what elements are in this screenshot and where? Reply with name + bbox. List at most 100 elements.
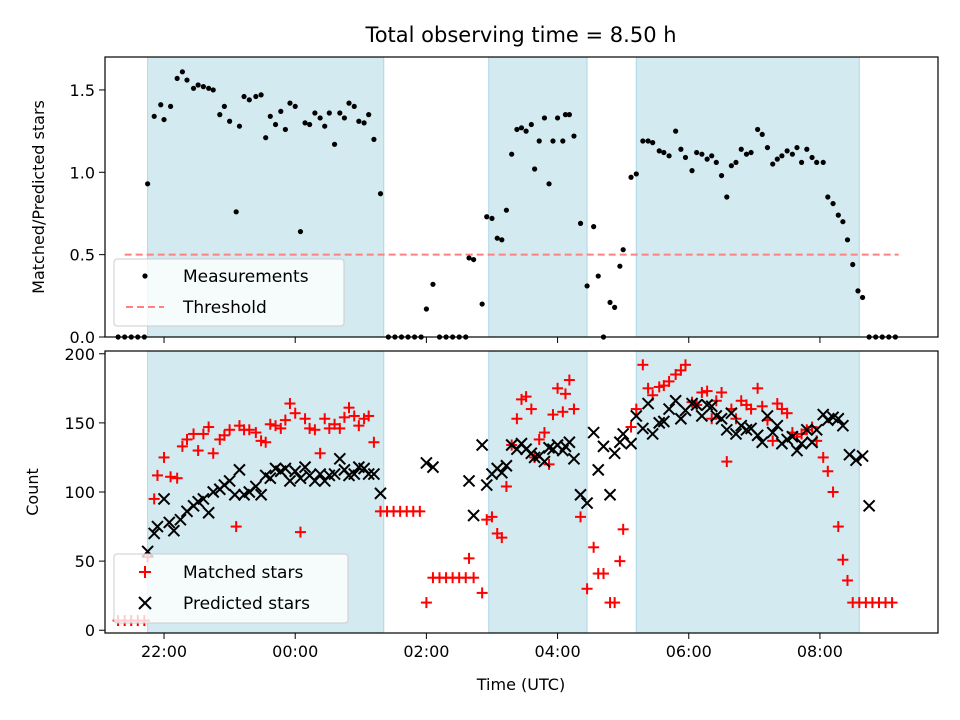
predicted-point [761, 409, 774, 423]
bottom-x-ticks: 22:00 00:00 02:00 04:00 06:00 08:00 [141, 633, 843, 661]
predicted-point-b [729, 427, 743, 441]
predicted-point-b [420, 456, 433, 470]
matched-point [771, 398, 783, 410]
measurement-point [484, 214, 490, 220]
predicted-point [715, 412, 728, 425]
measurement-point [566, 112, 572, 118]
measurement-point [661, 149, 667, 156]
top-y-ticks: 0.0 0.5 1.0 1.5 [70, 81, 105, 347]
matched-point [822, 465, 834, 477]
matched-point [463, 552, 475, 564]
predicted-point [766, 426, 779, 439]
legend-label-predicted: Predicted stars [183, 594, 310, 614]
predicted-point [475, 438, 489, 452]
measurement-point [184, 77, 190, 83]
predicted-point-b [163, 516, 176, 529]
measurement-point [682, 154, 689, 161]
y-tick-label: 0.5 [70, 246, 95, 265]
measurement-point [341, 115, 348, 121]
matched-point [181, 433, 193, 445]
predicted-points [141, 394, 876, 558]
measurement-point [666, 153, 672, 159]
predicted-point-b [348, 467, 361, 481]
predicted-point [592, 463, 605, 477]
measurement-point [607, 299, 613, 306]
predicted-point [832, 412, 845, 425]
matched-point [289, 407, 301, 419]
matched-point [188, 428, 200, 440]
predicted-point-b [294, 471, 307, 485]
matched-point [520, 391, 532, 403]
measurement-point [562, 112, 569, 118]
matched-point [597, 568, 609, 580]
matched-point [414, 505, 426, 517]
predicted-point-b [624, 437, 638, 450]
measurement-point [174, 75, 180, 82]
measurement-point [633, 171, 639, 177]
predicted-point-b [669, 394, 682, 407]
matched-point [575, 511, 587, 523]
measurement-point [302, 120, 308, 126]
matched-point [559, 388, 571, 400]
matched-point [827, 486, 839, 498]
matched-point [609, 597, 621, 609]
matched-point [701, 385, 713, 397]
matched-point [343, 402, 355, 414]
matched-point [679, 359, 691, 371]
predicted-point-b [766, 426, 779, 439]
measurement-point [346, 100, 352, 106]
matched-point [224, 424, 236, 436]
matched-point [817, 451, 829, 463]
x-tick-label: 08:00 [797, 642, 843, 661]
top-panel: 0.0 0.5 1.0 1.5 Matched/Predicted stars Mea… [29, 56, 939, 347]
measurement-point [179, 69, 185, 75]
matched-point [148, 493, 160, 505]
predicted-point [283, 474, 297, 488]
measurement-point [820, 159, 826, 166]
predicted-point [163, 516, 176, 529]
predicted-point-b [328, 467, 341, 481]
measurement-point [699, 151, 705, 157]
measurement-point [840, 219, 846, 225]
predicted-point-b [685, 397, 699, 410]
predicted-point-b [298, 460, 312, 474]
matched-point [171, 472, 183, 484]
predicted-point [254, 488, 268, 501]
predicted-point-b [367, 467, 381, 481]
predicted-point [849, 453, 863, 467]
measurement-point [536, 138, 542, 144]
predicted-point [630, 409, 643, 423]
legend-label-threshold: Threshold [182, 298, 267, 318]
measurement-point [738, 146, 744, 152]
measurement-point [236, 123, 243, 129]
measurement-point [287, 100, 293, 106]
measurement-point [784, 148, 790, 154]
measurement-point [855, 288, 861, 294]
matched-point [176, 440, 188, 452]
top-y-axis-label: Matched/Predicted stars [29, 100, 48, 294]
predicted-point [374, 487, 387, 500]
predicted-point-b [720, 423, 734, 437]
measurement-point [503, 207, 510, 213]
predicted-point-b [467, 509, 480, 522]
top-legend: Measurements Threshold [113, 258, 345, 327]
matched-point [260, 436, 272, 448]
measurement-point [278, 108, 284, 114]
measurement-point [258, 92, 264, 98]
predicted-point-b [333, 452, 347, 466]
matched-point [496, 532, 508, 544]
matched-point [165, 471, 177, 483]
predicted-point [729, 427, 743, 441]
matched-point [511, 413, 523, 425]
shaded-interval-2 [488, 56, 588, 338]
predicted-point [856, 449, 869, 463]
measurement-point [620, 247, 626, 253]
predicted-point [538, 455, 551, 468]
measurement-point [794, 144, 800, 151]
predicted-point-b [744, 422, 758, 435]
measurement-point [541, 115, 548, 121]
measurement-point [509, 151, 515, 157]
predicted-point-b [690, 398, 703, 412]
predicted-point [862, 499, 876, 513]
measurement-point [292, 103, 298, 110]
